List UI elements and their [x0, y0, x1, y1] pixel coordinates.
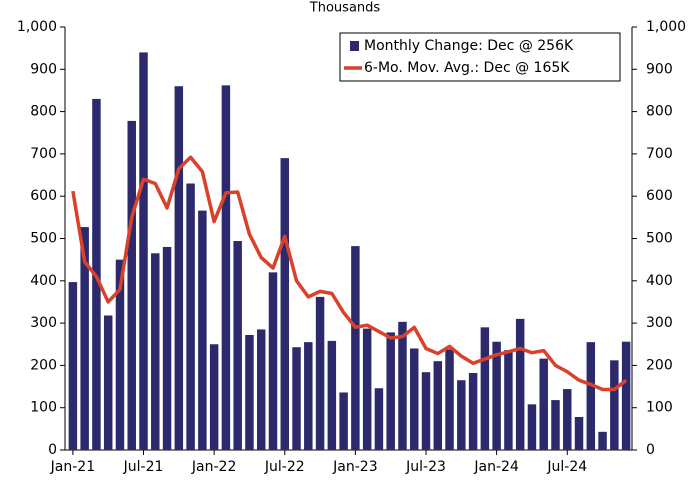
bar: [621, 341, 631, 450]
y2-tick-label: 0: [646, 442, 655, 458]
x-tick-label: Jan-24: [473, 459, 519, 475]
legend-swatch: [350, 41, 359, 51]
bar: [374, 388, 384, 450]
x-tick-label: Jan-21: [50, 459, 95, 475]
bar: [209, 344, 219, 450]
y-tick-label: 400: [30, 273, 57, 289]
bar: [421, 372, 431, 450]
bar: [256, 329, 266, 450]
y2-tick-label: 400: [646, 273, 673, 289]
bar: [480, 327, 490, 450]
bar: [221, 85, 231, 451]
bar: [339, 392, 348, 450]
legend-label: 6-Mo. Mov. Avg.: Dec @ 165K: [364, 60, 570, 76]
x-tick-label: Jan-22: [191, 459, 236, 475]
bar: [68, 282, 78, 450]
bar: [574, 417, 584, 450]
bar: [292, 347, 301, 450]
bar: [186, 183, 195, 450]
y2-tick-label: 1,000: [646, 19, 686, 35]
y2-tick-label: 300: [646, 315, 673, 331]
y2-tick-label: 200: [646, 357, 673, 373]
bar: [198, 210, 207, 450]
bar: [457, 380, 466, 450]
bar: [539, 358, 548, 450]
bar: [527, 404, 537, 450]
bar: [174, 86, 184, 450]
x-tick-label: Jul-22: [264, 459, 305, 475]
bar: [598, 431, 607, 450]
bar: [245, 334, 254, 450]
y-tick-label: 900: [30, 61, 57, 77]
bar: [586, 342, 596, 450]
bar: [268, 272, 278, 450]
bar: [551, 400, 560, 450]
bar: [410, 348, 419, 450]
y-tick-label: 100: [30, 400, 57, 416]
bar: [103, 315, 113, 450]
bar: [151, 253, 160, 450]
y-tick-label: 300: [30, 315, 57, 331]
y2-tick-label: 100: [646, 400, 673, 416]
y-tick-label: 700: [30, 146, 57, 162]
bar: [327, 340, 337, 450]
bar: [304, 342, 313, 450]
y-tick-label: 200: [30, 357, 57, 373]
y-tick-label: 1,000: [17, 19, 57, 35]
bar: [398, 321, 407, 450]
bar: [386, 332, 395, 450]
y2-tick-label: 700: [646, 146, 673, 162]
y-tick-label: 600: [30, 188, 57, 204]
y2-tick-label: 900: [646, 61, 673, 77]
bar: [433, 361, 443, 450]
x-tick-label: Jan-23: [332, 459, 377, 475]
bar: [162, 246, 172, 450]
bar: [315, 296, 325, 450]
y2-tick-label: 500: [646, 231, 673, 247]
bar: [115, 259, 125, 450]
legend-box: [339, 32, 621, 82]
legend-label: Monthly Change: Dec @ 256K: [364, 38, 574, 54]
bar: [280, 158, 289, 450]
bar: [351, 246, 360, 450]
bar: [139, 52, 148, 450]
bar: [468, 373, 478, 450]
y-tick-label: 0: [48, 442, 57, 458]
bar: [610, 360, 619, 450]
x-tick-label: Jul-21: [123, 459, 164, 475]
y2-tick-label: 600: [646, 188, 673, 204]
bar: [515, 318, 525, 450]
y2-tick-label: 800: [646, 104, 673, 120]
bar: [504, 350, 513, 450]
x-tick-label: Jul-23: [405, 459, 446, 475]
line: [71, 155, 628, 392]
y-tick-label: 800: [30, 104, 57, 120]
bar: [445, 349, 454, 450]
bar: [127, 120, 136, 450]
x-tick-label: Jul-24: [546, 459, 587, 475]
chart-title: Thousands: [309, 1, 381, 16]
y-tick-label: 500: [30, 231, 57, 247]
bar: [233, 241, 242, 450]
bar: [80, 227, 89, 450]
bar: [492, 341, 501, 450]
bar: [563, 389, 572, 450]
bar: [362, 328, 372, 450]
